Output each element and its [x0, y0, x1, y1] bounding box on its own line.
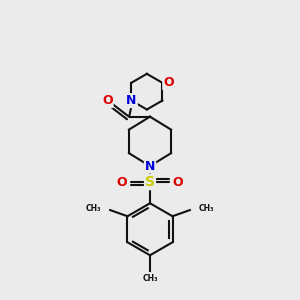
Text: S: S	[145, 175, 155, 189]
Text: O: O	[163, 76, 174, 89]
Text: O: O	[173, 176, 183, 189]
Text: N: N	[126, 94, 136, 107]
Text: CH₃: CH₃	[86, 204, 101, 213]
Text: O: O	[117, 176, 127, 189]
Text: N: N	[145, 160, 155, 172]
Text: CH₃: CH₃	[142, 274, 158, 283]
Text: O: O	[102, 94, 113, 107]
Text: N: N	[126, 94, 136, 107]
Text: CH₃: CH₃	[199, 204, 214, 213]
